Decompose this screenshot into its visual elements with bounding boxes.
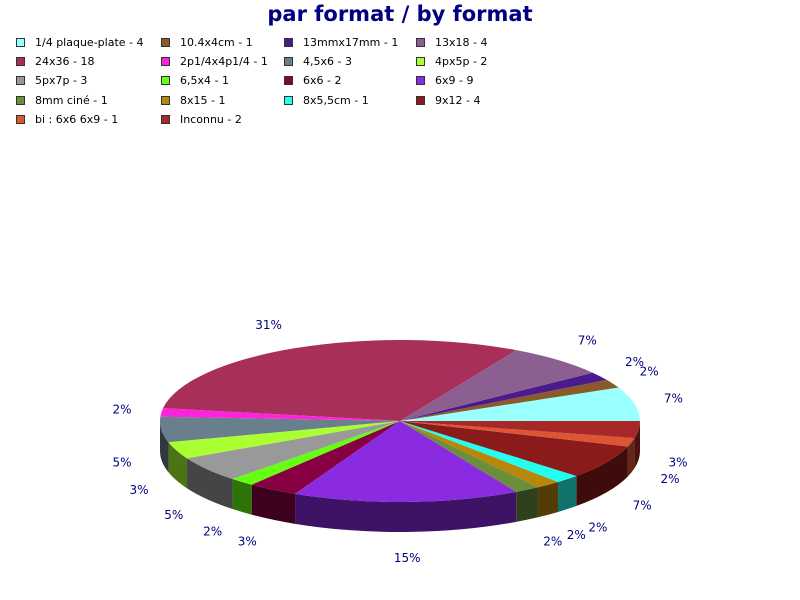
slice-percent-label: 3% — [238, 535, 257, 549]
slice-percent-label: 3% — [669, 455, 688, 469]
slice-percent-label: 7% — [633, 498, 652, 512]
slice-percent-label: 2% — [112, 403, 131, 417]
slice-percent-label: 5% — [164, 508, 183, 522]
slice-percent-label: 3% — [129, 483, 148, 497]
slice-percent-label: 7% — [578, 334, 597, 348]
slice-percent-label: 15% — [394, 551, 421, 565]
pie-slice-side — [558, 476, 576, 512]
pie-slice-side — [538, 482, 558, 517]
slice-percent-label: 31% — [255, 318, 282, 332]
slice-percent-label: 2% — [203, 525, 222, 539]
slice-percent-label: 2% — [567, 528, 586, 542]
slice-percent-label: 7% — [664, 391, 683, 405]
pie-slice-side — [233, 479, 252, 515]
slice-percent-label: 2% — [625, 355, 644, 369]
slice-percent-label: 5% — [112, 455, 131, 469]
slice-percent-label: 2% — [543, 535, 562, 549]
pie-slice-side — [516, 487, 538, 522]
slice-percent-label: 2% — [661, 472, 680, 486]
slice-percent-label: 2% — [588, 521, 607, 535]
